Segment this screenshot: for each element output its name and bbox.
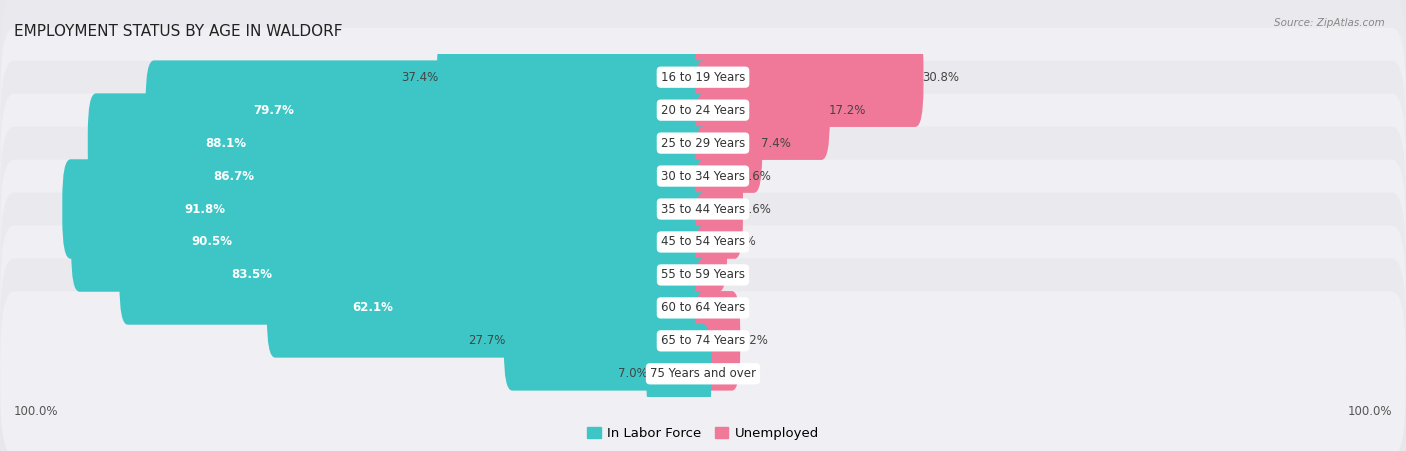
FancyBboxPatch shape (146, 60, 711, 160)
Text: 4.6%: 4.6% (741, 202, 772, 216)
Text: 65 to 74 Years: 65 to 74 Years (661, 334, 745, 347)
FancyBboxPatch shape (0, 291, 1406, 451)
Text: 60 to 64 Years: 60 to 64 Years (661, 301, 745, 314)
Text: 2.3%: 2.3% (725, 235, 755, 249)
Text: 4.6%: 4.6% (741, 170, 772, 183)
FancyBboxPatch shape (120, 225, 711, 325)
FancyBboxPatch shape (0, 28, 1406, 193)
Text: 30 to 34 Years: 30 to 34 Years (661, 170, 745, 183)
Text: 90.5%: 90.5% (191, 235, 233, 249)
Legend: In Labor Force, Unemployed: In Labor Force, Unemployed (582, 422, 824, 445)
Text: EMPLOYMENT STATUS BY AGE IN WALDORF: EMPLOYMENT STATUS BY AGE IN WALDORF (14, 24, 343, 39)
Text: 30.8%: 30.8% (922, 71, 959, 84)
Text: 79.7%: 79.7% (253, 104, 294, 117)
FancyBboxPatch shape (695, 60, 830, 160)
FancyBboxPatch shape (72, 192, 711, 292)
Text: 100.0%: 100.0% (1347, 405, 1392, 418)
FancyBboxPatch shape (437, 28, 711, 127)
Text: 35 to 44 Years: 35 to 44 Years (661, 202, 745, 216)
Text: 88.1%: 88.1% (205, 137, 246, 150)
Text: 16 to 19 Years: 16 to 19 Years (661, 71, 745, 84)
FancyBboxPatch shape (695, 258, 720, 358)
Text: 7.0%: 7.0% (619, 367, 648, 380)
FancyBboxPatch shape (0, 258, 1406, 423)
Text: 4.2%: 4.2% (738, 334, 769, 347)
FancyBboxPatch shape (503, 291, 711, 391)
Text: 45 to 54 Years: 45 to 54 Years (661, 235, 745, 249)
Text: 27.7%: 27.7% (468, 334, 505, 347)
FancyBboxPatch shape (695, 192, 727, 292)
FancyBboxPatch shape (0, 193, 1406, 357)
Text: 7.4%: 7.4% (761, 137, 790, 150)
Text: 37.4%: 37.4% (401, 71, 439, 84)
Text: 62.1%: 62.1% (352, 301, 394, 314)
FancyBboxPatch shape (87, 93, 711, 193)
Text: 0.8%: 0.8% (716, 268, 745, 281)
Text: 100.0%: 100.0% (14, 405, 59, 418)
Text: 17.2%: 17.2% (828, 104, 866, 117)
FancyBboxPatch shape (0, 0, 1406, 160)
Text: 83.5%: 83.5% (231, 268, 273, 281)
Text: 0.0%: 0.0% (710, 367, 740, 380)
FancyBboxPatch shape (0, 226, 1406, 390)
FancyBboxPatch shape (695, 126, 742, 226)
FancyBboxPatch shape (0, 94, 1406, 258)
Text: 91.8%: 91.8% (184, 202, 225, 216)
FancyBboxPatch shape (695, 159, 742, 259)
Text: Source: ZipAtlas.com: Source: ZipAtlas.com (1274, 18, 1385, 28)
Text: 20 to 24 Years: 20 to 24 Years (661, 104, 745, 117)
FancyBboxPatch shape (267, 258, 711, 358)
FancyBboxPatch shape (695, 291, 740, 391)
FancyBboxPatch shape (647, 324, 711, 423)
FancyBboxPatch shape (97, 126, 711, 226)
FancyBboxPatch shape (695, 225, 717, 325)
Text: 86.7%: 86.7% (214, 170, 254, 183)
FancyBboxPatch shape (0, 160, 1406, 324)
Text: 25 to 29 Years: 25 to 29 Years (661, 137, 745, 150)
FancyBboxPatch shape (695, 93, 762, 193)
Text: 55 to 59 Years: 55 to 59 Years (661, 268, 745, 281)
Text: 75 Years and over: 75 Years and over (650, 367, 756, 380)
FancyBboxPatch shape (0, 61, 1406, 226)
FancyBboxPatch shape (695, 28, 924, 127)
FancyBboxPatch shape (0, 127, 1406, 291)
FancyBboxPatch shape (62, 159, 711, 259)
Text: 1.3%: 1.3% (718, 301, 748, 314)
